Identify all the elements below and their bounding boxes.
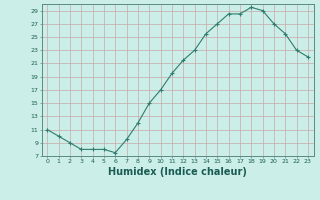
X-axis label: Humidex (Indice chaleur): Humidex (Indice chaleur) xyxy=(108,167,247,177)
